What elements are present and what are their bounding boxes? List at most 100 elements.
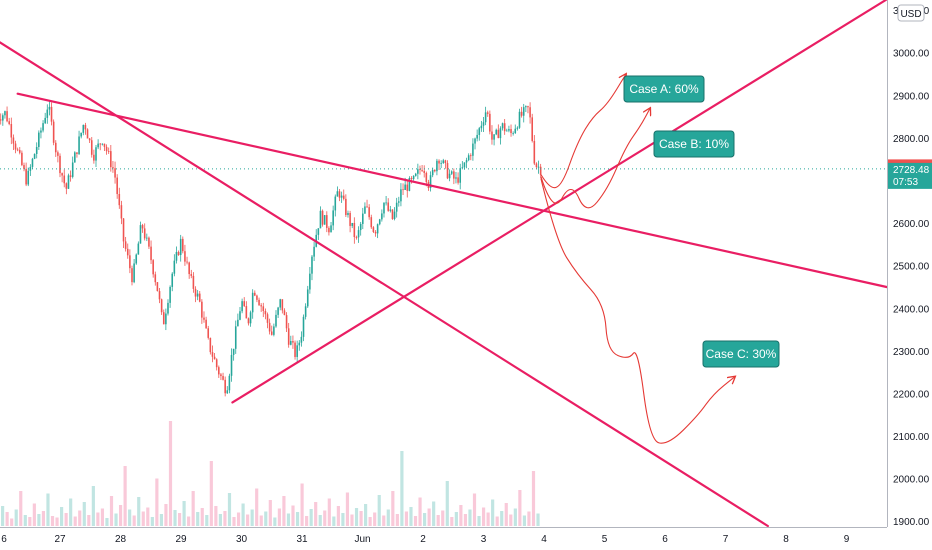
- candle-body: [177, 251, 180, 256]
- volume-bar: [291, 505, 295, 526]
- candle-body: [57, 152, 59, 156]
- volume-bar: [150, 517, 154, 526]
- volume-bar: [522, 515, 526, 526]
- time-tick-label: 6: [662, 534, 668, 545]
- candle-body: [391, 209, 394, 219]
- volume-bar: [295, 512, 300, 526]
- candle-body: [249, 312, 252, 324]
- trendline-3[interactable]: [231, 0, 887, 404]
- volume-bar: [164, 504, 168, 526]
- candle-body: [434, 169, 436, 172]
- candle-body: [141, 225, 144, 229]
- scenario-label-box[interactable]: [702, 340, 780, 368]
- scenario-arrows[interactable]: [540, 75, 735, 444]
- volume-bar: [314, 502, 318, 526]
- trendline-2[interactable]: [16, 92, 890, 289]
- candle-body: [230, 354, 233, 376]
- candle-body: [97, 143, 99, 148]
- candle-body: [18, 150, 21, 153]
- candle-body: [237, 319, 239, 327]
- trendlines[interactable]: [0, 0, 890, 528]
- currency-label: USD: [900, 9, 921, 20]
- candle-body: [389, 209, 392, 211]
- candle-body: [84, 124, 87, 130]
- volume-bar: [336, 506, 340, 526]
- volume-bar: [305, 516, 309, 526]
- candle-body: [300, 336, 303, 343]
- candle-body: [457, 177, 459, 183]
- candle-body: [213, 356, 216, 360]
- volume-bar: [504, 503, 508, 526]
- time-axis[interactable]: 6 27 28 29 30 31 Jun 2 3 4 5 6 7 8 9: [0, 527, 932, 550]
- candle-body: [529, 107, 531, 118]
- candle-body: [137, 243, 140, 255]
- scenario-label-2[interactable]: Case B: 10%: [653, 130, 735, 158]
- price-tick-label: 2900.00: [893, 91, 930, 102]
- candle-body: [467, 155, 470, 161]
- volume-bar: [191, 491, 195, 526]
- candle-body: [425, 172, 428, 183]
- candle-body: [332, 210, 334, 226]
- candle-body: [366, 206, 368, 208]
- volume-bar: [450, 517, 454, 526]
- candle-body: [398, 201, 400, 203]
- candle-body: [476, 134, 478, 139]
- scenario-path-2[interactable]: [540, 109, 650, 209]
- candle-body: [273, 326, 275, 335]
- volume-bar: [246, 514, 250, 526]
- candle-body: [321, 210, 324, 225]
- time-tick-label: 6: [1, 534, 7, 545]
- candle-body: [342, 195, 345, 199]
- scenario-path-3[interactable]: [540, 178, 735, 444]
- candle-body: [423, 170, 426, 173]
- candle-body: [160, 299, 163, 313]
- candle-body: [2, 115, 4, 121]
- volume-bar: [223, 511, 227, 526]
- scenario-label-3[interactable]: Case C: 30%: [702, 340, 780, 368]
- candle-body: [48, 106, 51, 110]
- candle-body: [239, 311, 241, 320]
- trendline-1[interactable]: [0, 38, 769, 528]
- volume-bar: [345, 492, 350, 526]
- volume-bar: [391, 491, 395, 526]
- candle-body: [277, 307, 279, 315]
- scenario-label-box[interactable]: [653, 130, 735, 158]
- scenario-label-text: Case A: 60%: [629, 82, 699, 96]
- candle-body: [146, 237, 148, 239]
- candle-body: [76, 152, 78, 154]
- volume-bar: [404, 511, 409, 526]
- volume-bar: [123, 466, 127, 526]
- candle-body: [215, 359, 218, 368]
- candle-body: [44, 117, 46, 124]
- currency-badge-box[interactable]: [897, 4, 925, 22]
- candle-body: [171, 273, 174, 287]
- scenario-label-1[interactable]: Case A: 60%: [623, 75, 705, 103]
- candle-body: [501, 123, 504, 129]
- candle-body: [192, 275, 195, 289]
- candle-body: [27, 170, 30, 185]
- candle-body: [448, 173, 451, 179]
- candle-body: [103, 143, 106, 147]
- scenario-labels[interactable]: Case A: 60% Case B: 10% Case C: 30%: [623, 75, 780, 368]
- candle-body: [270, 331, 273, 335]
- candle-body: [465, 160, 468, 163]
- volume-bar: [318, 515, 322, 526]
- volume-bar: [41, 511, 46, 526]
- scenario-label-box[interactable]: [623, 75, 705, 103]
- price-axis[interactable]: 3100.003000.002900.002800.002600.002500.…: [887, 0, 932, 550]
- volume-bar: [500, 511, 504, 526]
- candle-body: [376, 224, 379, 234]
- candle-body: [173, 260, 176, 274]
- scenario-path-1[interactable]: [540, 75, 626, 189]
- currency-badge[interactable]: USD: [897, 4, 925, 22]
- candle-body: [35, 147, 38, 154]
- candle-body: [116, 177, 118, 195]
- price-axis-bg: [887, 0, 932, 550]
- candle-body: [419, 169, 421, 171]
- volume-bar: [196, 512, 200, 526]
- candle-body: [444, 160, 447, 164]
- candle-body: [470, 155, 472, 157]
- time-axis-bg: [0, 527, 932, 550]
